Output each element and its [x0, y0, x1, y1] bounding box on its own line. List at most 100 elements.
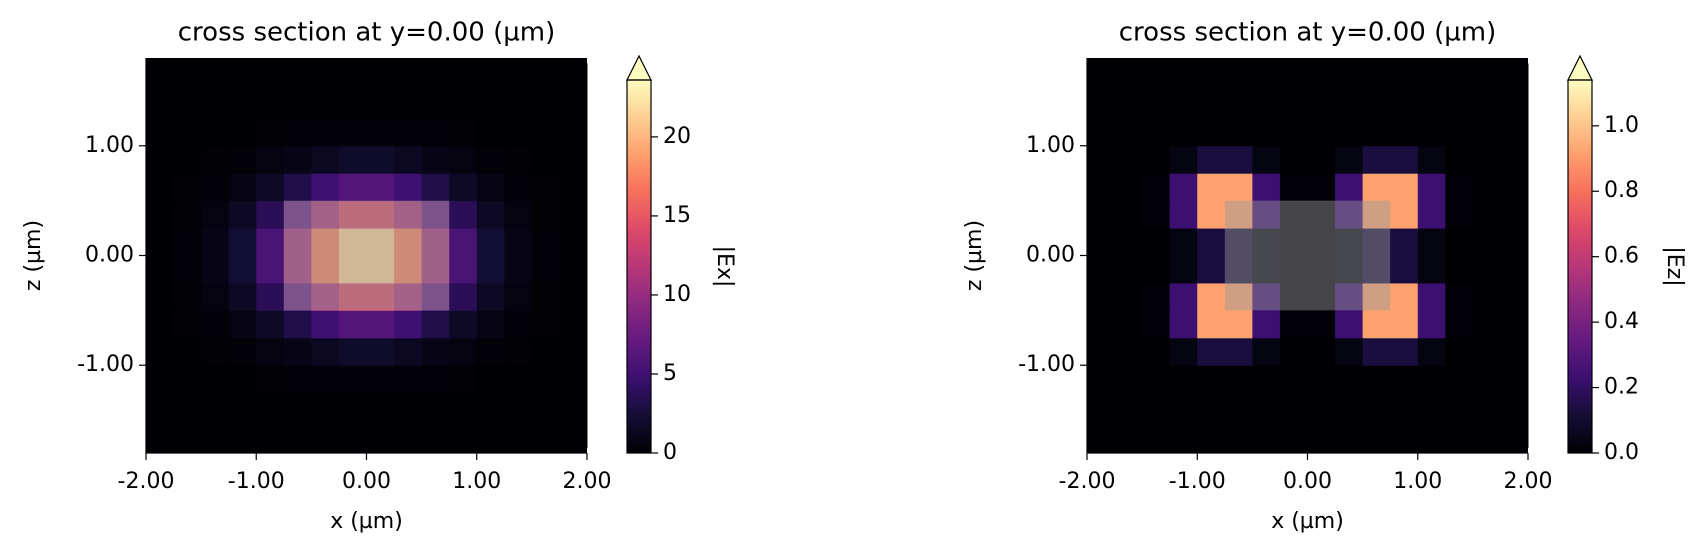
heatmap-cell [1087, 365, 1116, 394]
heatmap-cell [173, 228, 202, 256]
heatmap-cell [338, 365, 367, 394]
heatmap-cell [1087, 90, 1116, 119]
heatmap-cell [1307, 90, 1336, 119]
colorbar-tick-label: 15 [663, 203, 691, 228]
heatmap-cell [1472, 310, 1501, 339]
heatmap-cell [1279, 63, 1308, 92]
heatmap-cell [201, 90, 230, 119]
heatmap-cell [559, 200, 588, 229]
heatmap-cell [1114, 365, 1143, 394]
heatmap-cell [1417, 420, 1446, 449]
heatmap-cell [1417, 145, 1446, 174]
heatmap-cell [1169, 200, 1198, 229]
heatmap-cell [1500, 173, 1529, 202]
heatmap-cell [201, 392, 230, 421]
heatmap-cell [1169, 310, 1198, 339]
heatmap-cell [228, 310, 257, 339]
heatmap-cell [394, 173, 423, 202]
heatmap-cell [173, 420, 202, 449]
heatmap-cell [1197, 337, 1226, 366]
heatmap-cell [1335, 228, 1364, 256]
heatmap-cell [1114, 173, 1143, 202]
heatmap-cell [394, 228, 423, 256]
heatmap-cell [173, 118, 202, 147]
heatmap-cell [1279, 173, 1308, 202]
y-axis-label: z (µm) [962, 220, 987, 291]
heatmap-cell [338, 228, 367, 256]
structure-box [283, 200, 450, 311]
heatmap-cell [338, 282, 367, 311]
heatmap-cell [201, 173, 230, 202]
heatmap-cell [1362, 337, 1391, 366]
heatmap-cell [504, 145, 533, 174]
heatmap-cell [504, 200, 533, 229]
heatmap-cell [559, 392, 588, 421]
heatmap-cell [1472, 145, 1501, 174]
heatmap-cell [1279, 420, 1308, 449]
heatmap-cell [1087, 310, 1116, 339]
heatmap-cell [1445, 365, 1474, 394]
heatmap-cell [531, 173, 560, 202]
heatmap-cell [1197, 200, 1226, 229]
heatmap-cell [421, 63, 450, 92]
heatmap-cell [366, 365, 395, 394]
heatmap-cell [311, 200, 340, 229]
heatmap-cell [1224, 145, 1253, 174]
heatmap-cell [338, 63, 367, 92]
heatmap-cell [146, 420, 175, 449]
heatmap-cell [1307, 118, 1336, 147]
colorbar [1568, 80, 1592, 453]
colorbar-outline [1567, 79, 1593, 454]
heatmap-cell [338, 200, 367, 229]
heatmap-cell [1087, 173, 1116, 202]
heatmap-cell [201, 365, 230, 394]
heatmap-cell [1252, 392, 1281, 421]
heatmap-cell [559, 282, 588, 311]
heatmap-cell [421, 200, 450, 229]
heatmap-cell [1390, 282, 1419, 311]
x-tick-label: 1.00 [452, 469, 501, 494]
heatmap-cell [1114, 90, 1143, 119]
heatmap-cell [1252, 282, 1281, 311]
heatmap-cell [1252, 118, 1281, 147]
heatmap-cell [146, 337, 175, 366]
heatmap-cell [1307, 145, 1336, 174]
panel: -2.00 -1.00 0.00 1.00 2.00 -1.00 0.00 1.00 cross… [962, 18, 1687, 535]
heatmap-cell [256, 118, 285, 147]
heatmap-cell [338, 255, 367, 284]
heatmap-cell [256, 310, 285, 339]
heatmap-cell [1335, 118, 1364, 147]
heatmap-cell [504, 420, 533, 449]
heatmap-cell [366, 63, 395, 92]
heatmap-cell [1114, 392, 1143, 421]
heatmap-cell [394, 337, 423, 366]
heatmap-cell [559, 365, 588, 394]
heatmap-cell [1390, 337, 1419, 366]
heatmap-cell [228, 255, 257, 284]
heatmap-cell [1417, 173, 1446, 202]
heatmap-cell [201, 63, 230, 92]
heatmap-cell [1445, 173, 1474, 202]
heatmap-cell [1417, 118, 1446, 147]
heatmap-cell [1335, 255, 1364, 284]
heatmap-cell [1472, 365, 1501, 394]
colorbar-extend [626, 54, 652, 81]
heatmap-cell [146, 145, 175, 174]
heatmap-cell [366, 228, 395, 256]
heatmap-cell [1307, 392, 1336, 421]
heatmap-cell [256, 63, 285, 92]
heatmap-cell [283, 282, 312, 311]
heatmap-cell [146, 118, 175, 147]
heatmap-cell [1169, 365, 1198, 394]
heatmap-cell [1307, 255, 1336, 284]
heatmap-cell [1335, 63, 1364, 92]
heatmap-cell [1197, 145, 1226, 174]
heatmap-cell [311, 310, 340, 339]
heatmap-cell [1417, 337, 1446, 366]
heatmap-cell [256, 200, 285, 229]
colorbar-outline [626, 79, 652, 454]
heatmap-cell [449, 173, 478, 202]
heatmap-cell [311, 63, 340, 92]
x-tick-label: 1.00 [1393, 469, 1442, 494]
